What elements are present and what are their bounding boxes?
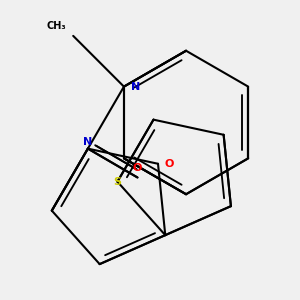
- Text: CH₃: CH₃: [47, 22, 67, 32]
- Text: O: O: [133, 163, 142, 173]
- Text: N: N: [130, 82, 140, 92]
- Text: N: N: [83, 137, 92, 147]
- Text: S: S: [113, 177, 122, 187]
- Text: O: O: [165, 159, 174, 169]
